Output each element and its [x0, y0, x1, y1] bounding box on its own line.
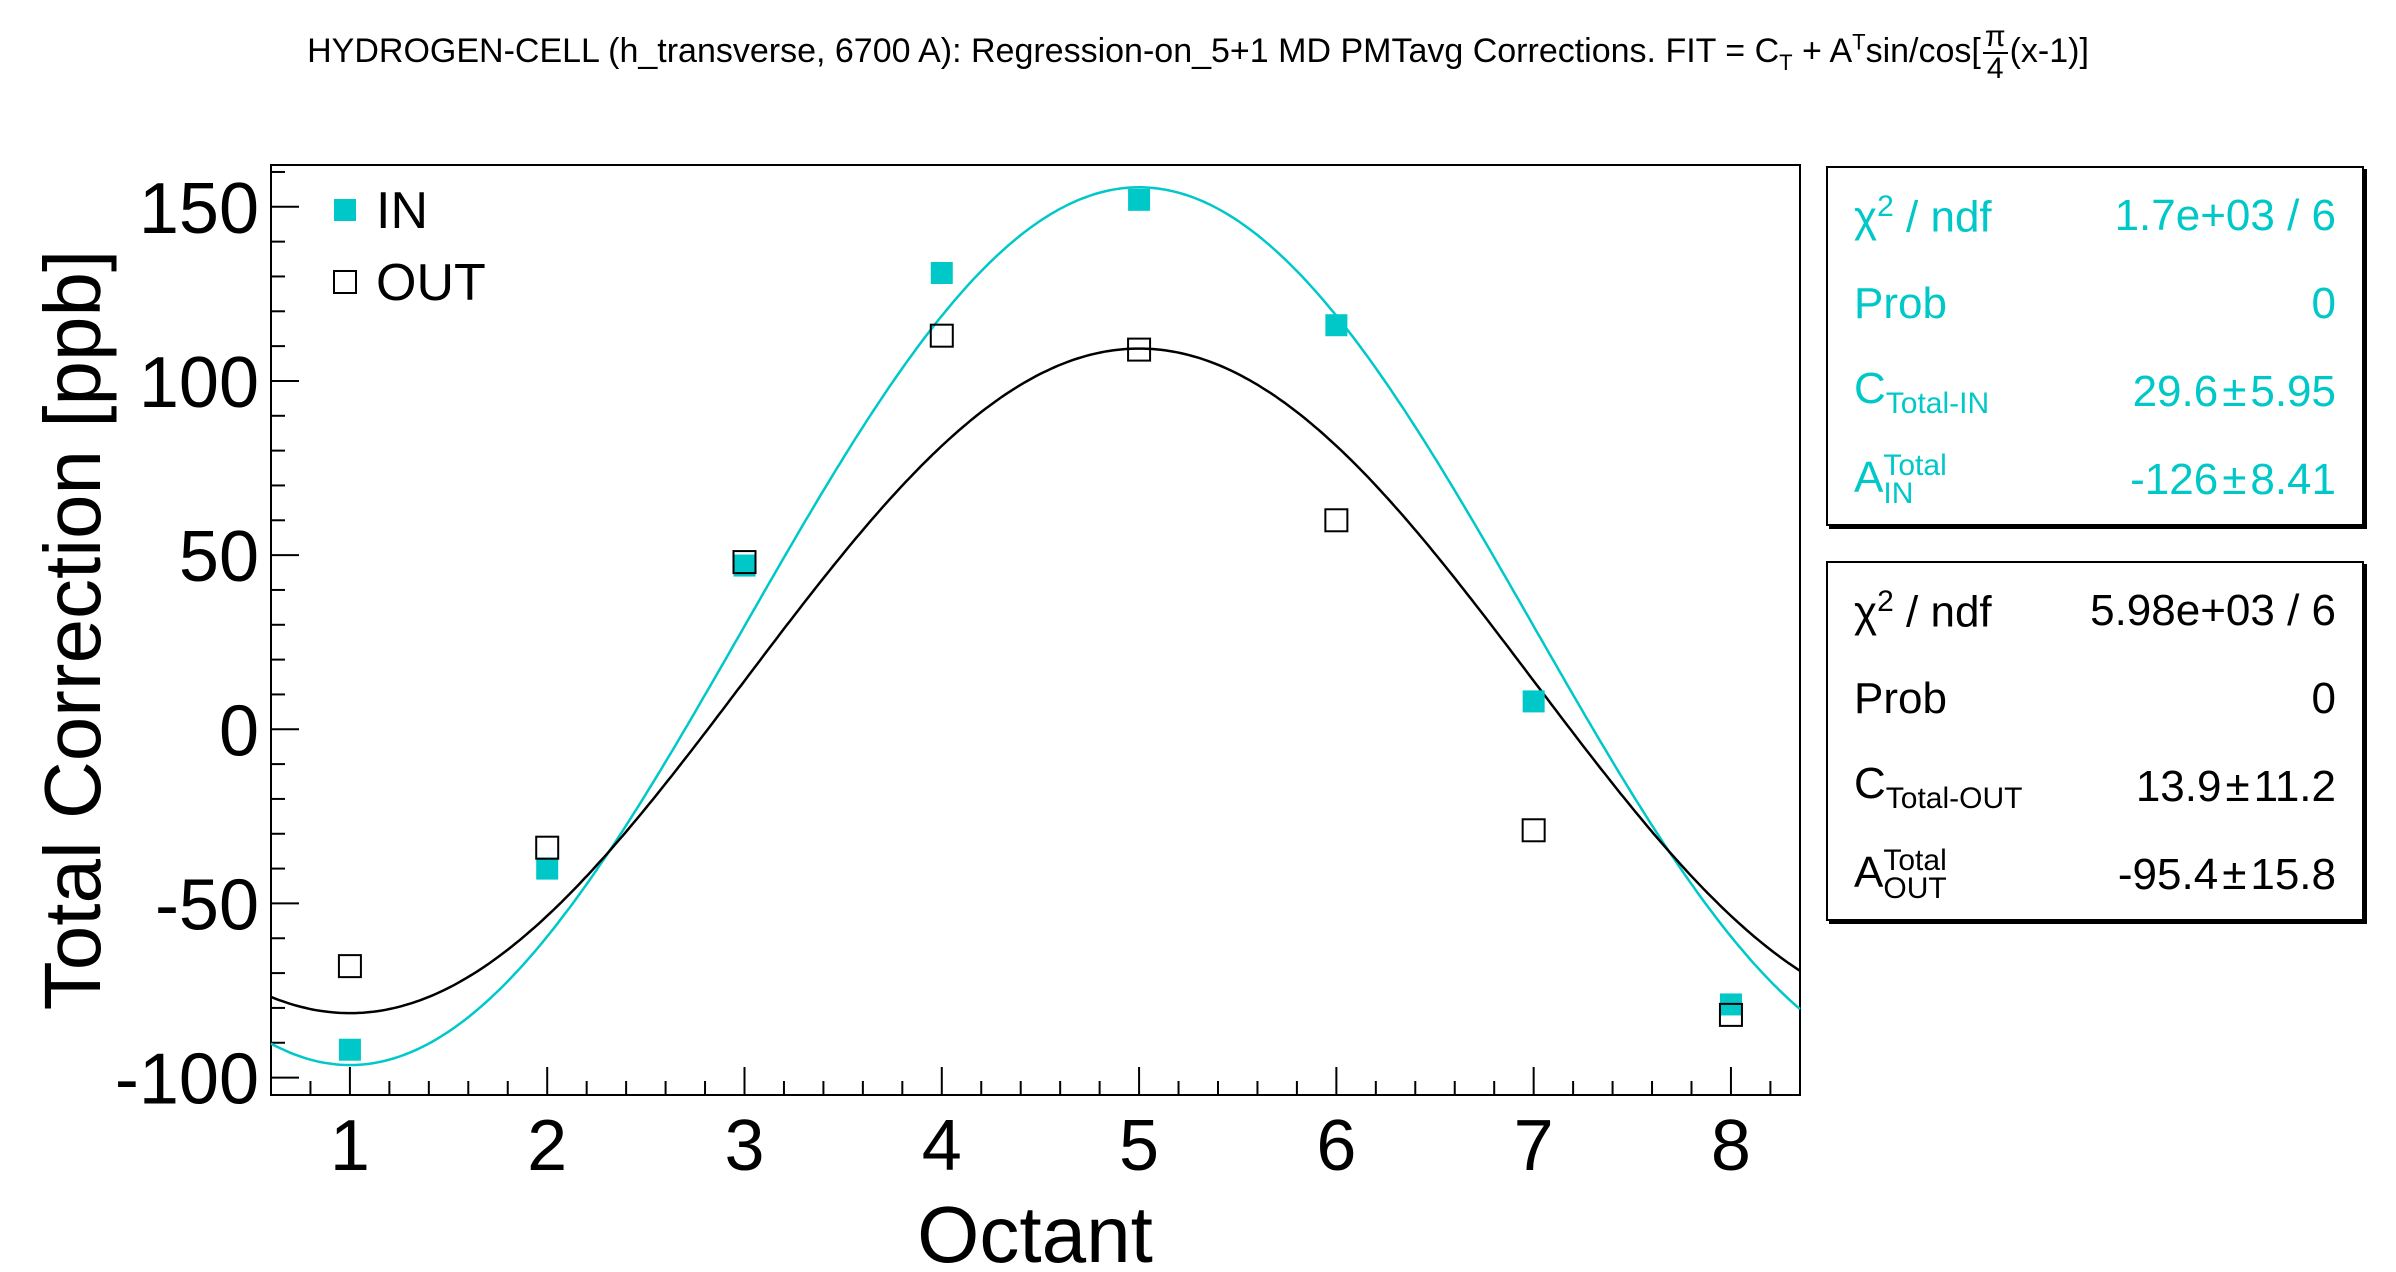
point-out [1521, 818, 1546, 843]
stats-in-a-label: A Total IN [1854, 448, 1947, 510]
axis-ticks [270, 170, 1772, 1095]
point-out [1324, 508, 1349, 533]
stats-in-chi2-row: χ2 / ndf 1.7e+03 / 6 [1854, 176, 2336, 256]
title-sup-t: T [1852, 29, 1866, 55]
title-suffix: (x-1)] [2009, 31, 2089, 70]
legend-in-marker [334, 199, 356, 221]
legend-out-label: OUT [376, 254, 486, 312]
x-tick-label: 5 [1119, 1106, 1159, 1186]
point-out [1127, 337, 1152, 362]
point-in [733, 554, 756, 577]
x-tick-label: 7 [1514, 1106, 1554, 1186]
point-out [535, 835, 560, 860]
stats-out-prob-label: Prob [1854, 674, 1947, 723]
stats-out-c-label: CTotal-OUT [1854, 758, 2023, 815]
stats-in-c-value: 29.6±5.95 [2132, 367, 2336, 416]
y-tick-label: -50 [155, 865, 259, 945]
point-in [1522, 690, 1545, 713]
x-tick-label: 8 [1711, 1106, 1751, 1186]
x-tick-label: 1 [330, 1106, 370, 1186]
point-in [1128, 188, 1151, 211]
stats-out-chi2-label: χ2 / ndf [1854, 584, 1992, 637]
point-in [930, 261, 953, 284]
y-tick-label: 150 [139, 169, 259, 249]
stats-out-c-value: 13.9±11.2 [2135, 762, 2336, 811]
legend-in-label: IN [376, 182, 428, 240]
stats-out-chi2-value: 5.98e+03 / 6 [2090, 586, 2336, 635]
title-sub-t: T [1779, 49, 1793, 75]
stats-out-prob-value: 0 [2311, 674, 2336, 723]
point-out [732, 550, 757, 575]
y-tick-label: -100 [115, 1040, 259, 1120]
stats-in-a-value: -126±8.41 [2130, 455, 2336, 504]
stats-out-chi2-row: χ2 / ndf 5.98e+03 / 6 [1854, 571, 2336, 651]
data-points [337, 188, 1743, 1061]
point-in [338, 1038, 361, 1061]
stats-out-prob-row: Prob 0 [1854, 659, 2336, 739]
title-frac-num: π [1982, 20, 2008, 54]
point-out [1718, 1002, 1743, 1027]
title-prefix: HYDROGEN-CELL (h_transverse, 6700 A): Re… [307, 31, 1780, 70]
y-tick-label: 50 [179, 517, 259, 597]
stats-out-a-value: -95.4±15.8 [2117, 850, 2336, 899]
tick-labels: 1 2 3 4 5 6 7 8 -100 -50 0 50 100 150 [115, 169, 1751, 1186]
plot-frame [270, 164, 1801, 1096]
stats-box-out: χ2 / ndf 5.98e+03 / 6 Prob 0 CTotal-OUT … [1826, 561, 2364, 921]
y-tick-label: 100 [139, 343, 259, 423]
title-mid: + A [1792, 31, 1853, 70]
stats-in-prob-row: Prob 0 [1854, 264, 2336, 344]
y-axis-label: Total Correction [ppb] [28, 250, 117, 1010]
x-axis-label: Octant [917, 1190, 1153, 1272]
stats-in-prob-label: Prob [1854, 279, 1947, 328]
stats-in-a-row: A Total IN -126±8.41 [1854, 440, 2336, 520]
title-frac-den: 4 [1986, 52, 2004, 85]
legend-out-marker [333, 270, 357, 294]
stats-in-c-label: CTotal-IN [1854, 363, 1990, 420]
fit-curve-out [270, 347, 1801, 1015]
legend: IN OUT [333, 182, 486, 312]
stats-out-a-label: A Total OUT [1854, 843, 1947, 905]
stats-out-c-row: CTotal-OUT 13.9±11.2 [1854, 747, 2336, 827]
point-in [1325, 314, 1348, 337]
stats-in-chi2-value: 1.7e+03 / 6 [2114, 191, 2336, 240]
chart-title: HYDROGEN-CELL (h_transverse, 6700 A): Re… [0, 22, 2396, 84]
y-tick-label: 0 [219, 691, 259, 771]
x-tick-label: 6 [1316, 1106, 1356, 1186]
title-after: sin/cos[ [1865, 31, 1981, 70]
x-tick-label: 3 [724, 1106, 764, 1186]
x-tick-label: 4 [922, 1106, 962, 1186]
stats-in-c-row: CTotal-IN 29.6±5.95 [1854, 352, 2336, 432]
point-in [536, 857, 559, 880]
point-out [337, 954, 362, 979]
fit-curve-in [270, 186, 1801, 1067]
stats-in-chi2-label: χ2 / ndf [1854, 189, 1992, 242]
stats-in-prob-value: 0 [2311, 279, 2336, 328]
point-out [929, 323, 954, 348]
stats-out-a-row: A Total OUT -95.4±15.8 [1854, 835, 2336, 915]
fit-curves [270, 186, 1801, 1067]
stats-box-in: χ2 / ndf 1.7e+03 / 6 Prob 0 CTotal-IN 29… [1826, 166, 2364, 526]
x-tick-label: 2 [527, 1106, 567, 1186]
